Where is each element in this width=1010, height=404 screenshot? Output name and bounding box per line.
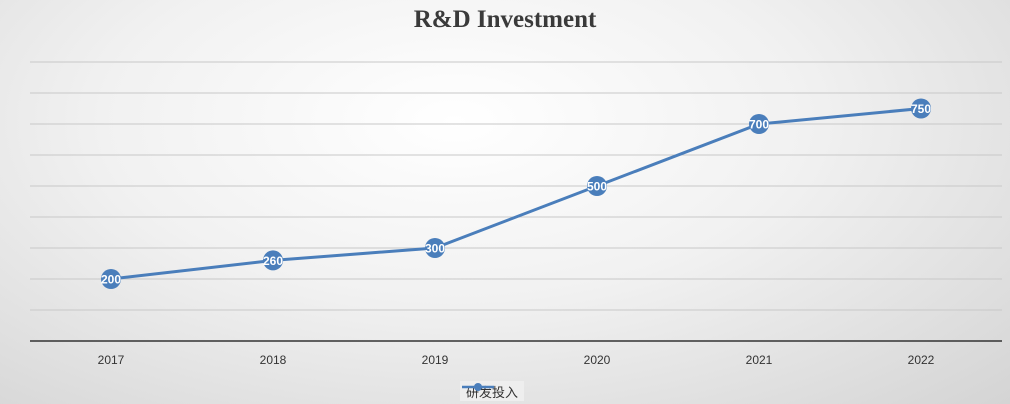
data-point xyxy=(911,98,931,119)
series-line xyxy=(110,107,922,281)
x-tick-label: 2017 xyxy=(98,353,125,367)
x-tick-label: 2019 xyxy=(422,353,449,367)
x-tick-label: 2022 xyxy=(908,353,935,367)
data-label: 750 xyxy=(911,102,931,116)
data-point xyxy=(425,238,445,258)
x-tick-label: 2021 xyxy=(746,353,773,367)
x-tick-label: 2018 xyxy=(260,353,287,367)
data-label: 260 xyxy=(263,254,283,268)
data-label: 700 xyxy=(749,118,769,132)
legend: 研发投入 xyxy=(460,381,525,401)
data-point xyxy=(101,269,121,289)
chart-title: R&D Investment xyxy=(413,6,597,33)
data-point xyxy=(749,114,769,134)
data-label: 500 xyxy=(587,180,607,194)
x-tick-label: 2020 xyxy=(584,353,611,367)
data-label: 300 xyxy=(425,242,445,256)
data-point xyxy=(587,176,607,196)
legend-marker xyxy=(462,383,494,391)
data-point xyxy=(263,250,283,271)
data-label: 200 xyxy=(101,273,121,287)
